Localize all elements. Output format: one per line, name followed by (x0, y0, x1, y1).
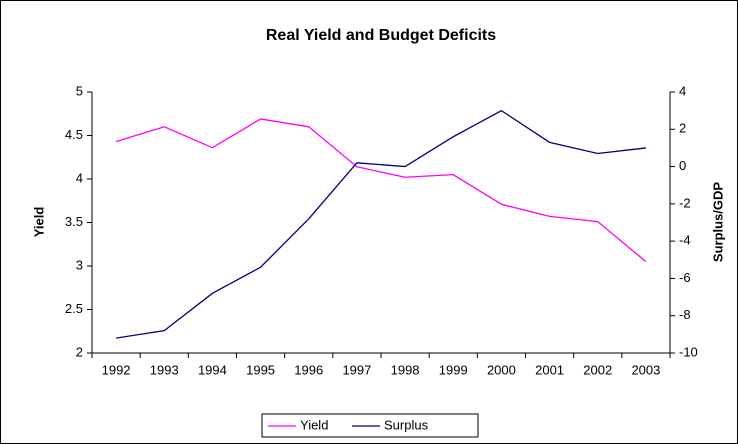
y-tick-label: 3.5 (65, 214, 83, 229)
y-tick-label: 3 (76, 257, 83, 272)
legend-label: Surplus (384, 417, 429, 432)
x-tick-label: 1996 (294, 362, 323, 377)
y2-tick-label: -6 (679, 270, 691, 285)
x-tick-label: 1998 (391, 362, 420, 377)
x-tick-label: 1992 (102, 362, 131, 377)
x-tick-label: 1997 (342, 362, 371, 377)
y-tick-label: 2 (76, 344, 83, 359)
y-axis-title: Yield (31, 207, 46, 238)
y2-tick-label: -2 (679, 195, 691, 210)
x-tick-label: 1994 (198, 362, 227, 377)
x-tick-label: 2002 (583, 362, 612, 377)
y2-tick-label: 0 (679, 158, 686, 173)
y2-tick-label: -8 (679, 307, 691, 322)
legend-label: Yield (300, 417, 328, 432)
y-tick-label: 5 (76, 83, 83, 98)
y2-tick-label: 4 (679, 83, 686, 98)
y2-axis-title: Surplus/GDP (710, 182, 725, 263)
x-tick-label: 2001 (535, 362, 564, 377)
y2-tick-label: 2 (679, 121, 686, 136)
x-tick-label: 2003 (631, 362, 660, 377)
y2-tick-label: -4 (679, 233, 691, 248)
x-tick-label: 1995 (246, 362, 275, 377)
y-tick-label: 2.5 (65, 301, 83, 316)
chart-title: Real Yield and Budget Deficits (266, 27, 496, 44)
x-tick-label: 1999 (439, 362, 468, 377)
y2-tick-label: -10 (679, 344, 698, 359)
y-tick-label: 4 (76, 170, 83, 185)
x-tick-label: 1993 (150, 362, 179, 377)
series-line (115, 109, 646, 339)
y-tick-label: 4.5 (65, 127, 83, 142)
x-tick-label: 2000 (487, 362, 516, 377)
series-line (115, 118, 647, 263)
